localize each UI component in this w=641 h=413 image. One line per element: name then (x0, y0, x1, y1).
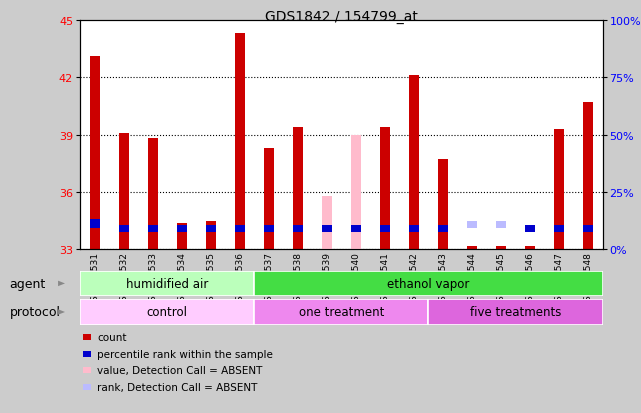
Bar (438, 160, 448, 250)
Bar (235, 225, 245, 233)
Text: humidified air: humidified air (126, 277, 208, 290)
Text: ethanol vapor: ethanol vapor (387, 277, 470, 290)
Bar (80, 271, 254, 297)
Bar (119, 133, 129, 250)
Bar (409, 76, 419, 250)
Bar (351, 135, 361, 250)
Text: five treatments: five treatments (470, 306, 561, 319)
Bar (428, 299, 603, 325)
Bar (409, 225, 419, 233)
Bar (80, 299, 254, 325)
Text: control: control (147, 306, 188, 319)
Bar (438, 225, 448, 233)
Bar (583, 103, 593, 250)
Bar (496, 246, 506, 250)
Bar (206, 221, 216, 250)
Bar (322, 225, 332, 233)
Bar (583, 225, 593, 233)
Bar (293, 128, 303, 250)
Bar (467, 221, 477, 229)
Bar (235, 34, 245, 250)
Bar (263, 149, 274, 250)
Bar (322, 197, 332, 250)
Bar (379, 225, 390, 233)
Bar (254, 299, 428, 325)
Bar (90, 219, 100, 229)
Bar (206, 225, 216, 233)
Bar (351, 246, 361, 250)
Text: GDS1842 / 154799_at: GDS1842 / 154799_at (265, 10, 418, 24)
Bar (177, 225, 187, 233)
Bar (147, 225, 158, 233)
Text: percentile rank within the sample: percentile rank within the sample (97, 349, 273, 359)
Bar (254, 271, 603, 297)
Text: rank, Detection Call = ABSENT: rank, Detection Call = ABSENT (97, 382, 258, 392)
Bar (119, 225, 129, 233)
Bar (554, 225, 564, 233)
Bar (496, 221, 506, 229)
Bar (147, 139, 158, 250)
Text: one treatment: one treatment (299, 306, 384, 319)
Bar (525, 246, 535, 250)
Bar (177, 223, 187, 250)
Bar (351, 225, 361, 233)
Text: agent: agent (10, 277, 46, 290)
Bar (554, 130, 564, 250)
Text: count: count (97, 332, 127, 342)
Bar (379, 128, 390, 250)
Text: value, Detection Call = ABSENT: value, Detection Call = ABSENT (97, 366, 263, 375)
Text: protocol: protocol (10, 306, 61, 319)
Bar (263, 225, 274, 233)
Bar (90, 57, 100, 250)
Bar (322, 246, 332, 250)
Bar (293, 225, 303, 233)
Bar (467, 246, 477, 250)
Bar (525, 225, 535, 233)
